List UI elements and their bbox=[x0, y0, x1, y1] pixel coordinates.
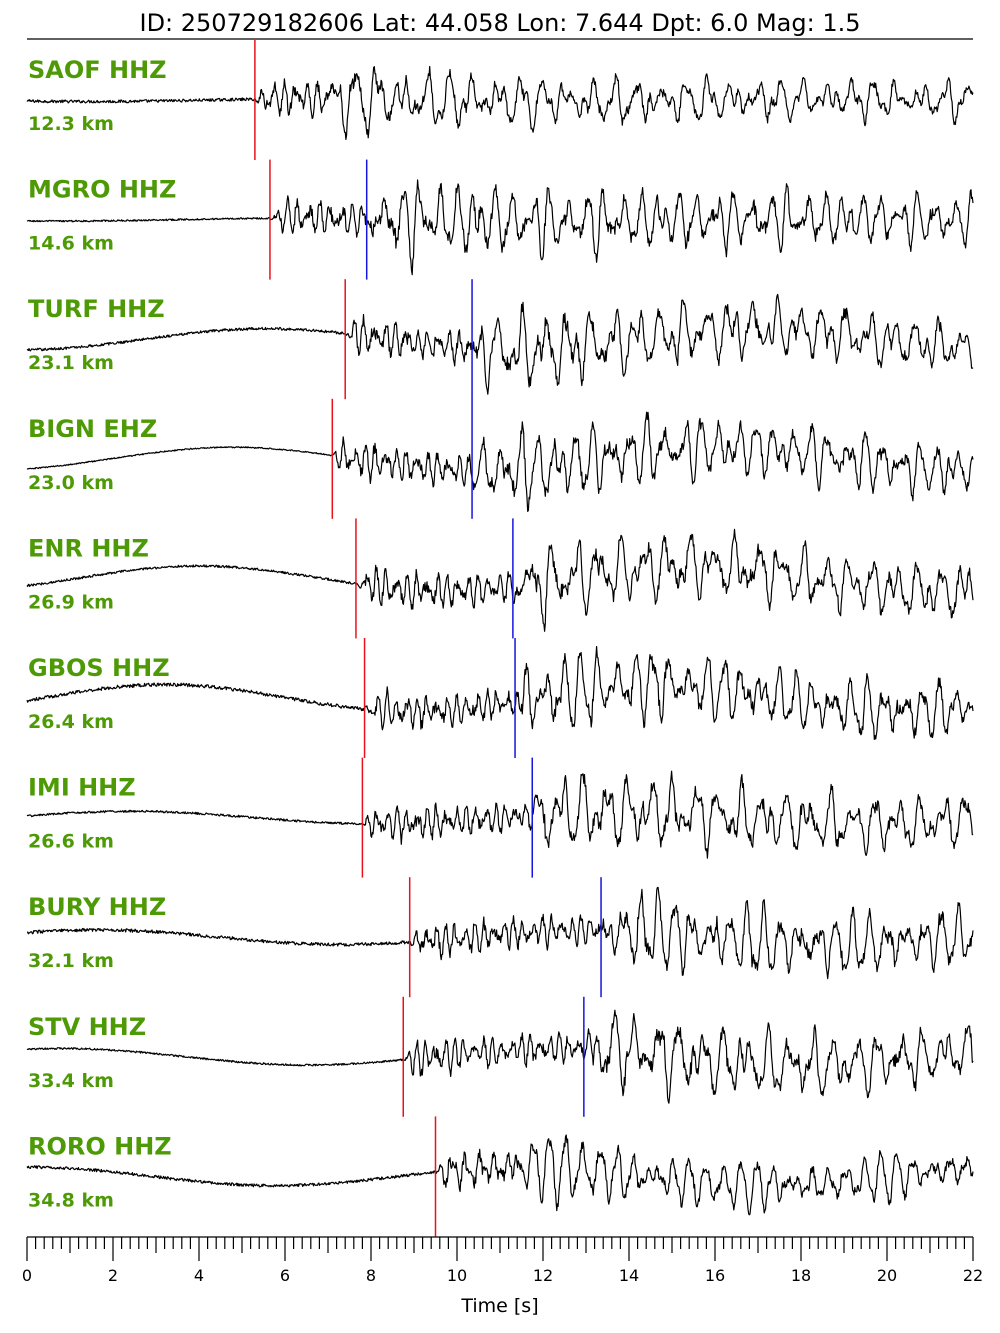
trace-panel: SAOF HHZ 12.3 km bbox=[26, 40, 974, 160]
station-label: STV HHZ bbox=[28, 1013, 146, 1041]
station-label: SAOF HHZ bbox=[28, 56, 167, 84]
waveform-trace bbox=[26, 179, 974, 276]
station-label: TURF HHZ bbox=[28, 295, 165, 323]
waveform-trace bbox=[26, 770, 974, 859]
trace-panel: RORO HHZ 34.8 km bbox=[26, 1116, 974, 1237]
waveform-trace bbox=[26, 1134, 974, 1216]
station-label: ENR HHZ bbox=[28, 534, 149, 562]
station-label: RORO HHZ bbox=[28, 1132, 172, 1160]
waveform-trace bbox=[26, 293, 974, 395]
waveform-trace bbox=[26, 1009, 974, 1104]
station-label: BURY HHZ bbox=[28, 893, 166, 921]
x-tick-label: 12 bbox=[533, 1266, 553, 1285]
waveform-trace bbox=[26, 645, 974, 741]
x-tick-label: 18 bbox=[791, 1266, 811, 1285]
x-tick-label: 10 bbox=[447, 1266, 467, 1285]
trace-panel: ENR HHZ 26.9 km bbox=[26, 518, 974, 639]
waveform-trace bbox=[26, 528, 974, 632]
distance-label: 34.8 km bbox=[28, 1189, 114, 1211]
distance-label: 26.4 km bbox=[28, 711, 114, 733]
traces-layer: SAOF HHZ 12.3 km MGRO HHZ 14.6 km TURF HHZ 23… bbox=[26, 40, 974, 1237]
x-axis-label: Time [s] bbox=[460, 1295, 538, 1317]
waveform-trace bbox=[26, 411, 974, 512]
trace-panel: BURY HHZ 32.1 km bbox=[27, 877, 974, 998]
x-tick-label: 22 bbox=[963, 1266, 983, 1285]
station-label: MGRO HHZ bbox=[28, 176, 176, 204]
distance-label: 12.3 km bbox=[28, 113, 114, 135]
distance-label: 32.1 km bbox=[28, 950, 114, 972]
x-tick-label: 0 bbox=[22, 1266, 32, 1285]
distance-label: 23.0 km bbox=[28, 472, 114, 494]
trace-panel: STV HHZ 33.4 km bbox=[26, 996, 974, 1117]
figure-title: ID: 250729182606 Lat: 44.058 Lon: 7.644 … bbox=[139, 9, 860, 37]
x-tick-label: 20 bbox=[877, 1266, 897, 1285]
x-tick-label: 2 bbox=[108, 1266, 118, 1285]
station-label: GBOS HHZ bbox=[28, 654, 170, 682]
station-label: IMI HHZ bbox=[28, 774, 136, 802]
x-tick-label: 6 bbox=[280, 1266, 290, 1285]
waveform-trace bbox=[26, 65, 974, 140]
trace-panel: BIGN EHZ 23.0 km bbox=[26, 398, 974, 519]
waveform-trace bbox=[27, 886, 974, 980]
station-label: BIGN EHZ bbox=[28, 415, 157, 443]
distance-label: 14.6 km bbox=[28, 233, 114, 255]
x-tick-label: 8 bbox=[366, 1266, 376, 1285]
x-tick-label: 4 bbox=[194, 1266, 204, 1285]
trace-panel: TURF HHZ 23.1 km bbox=[26, 279, 974, 400]
trace-panel: GBOS HHZ 26.4 km bbox=[26, 638, 974, 758]
distance-label: 33.4 km bbox=[28, 1070, 114, 1092]
trace-panel: MGRO HHZ 14.6 km bbox=[26, 159, 974, 280]
time-axis: 0 2 4 6 8 10 12 14 16 18 20 22 bbox=[22, 1236, 983, 1285]
distance-label: 23.1 km bbox=[28, 352, 114, 374]
x-tick-label: 16 bbox=[705, 1266, 725, 1285]
distance-label: 26.6 km bbox=[28, 831, 114, 853]
distance-label: 26.9 km bbox=[28, 591, 114, 613]
x-tick-label: 14 bbox=[619, 1266, 639, 1285]
trace-panel: IMI HHZ 26.6 km bbox=[26, 757, 974, 878]
